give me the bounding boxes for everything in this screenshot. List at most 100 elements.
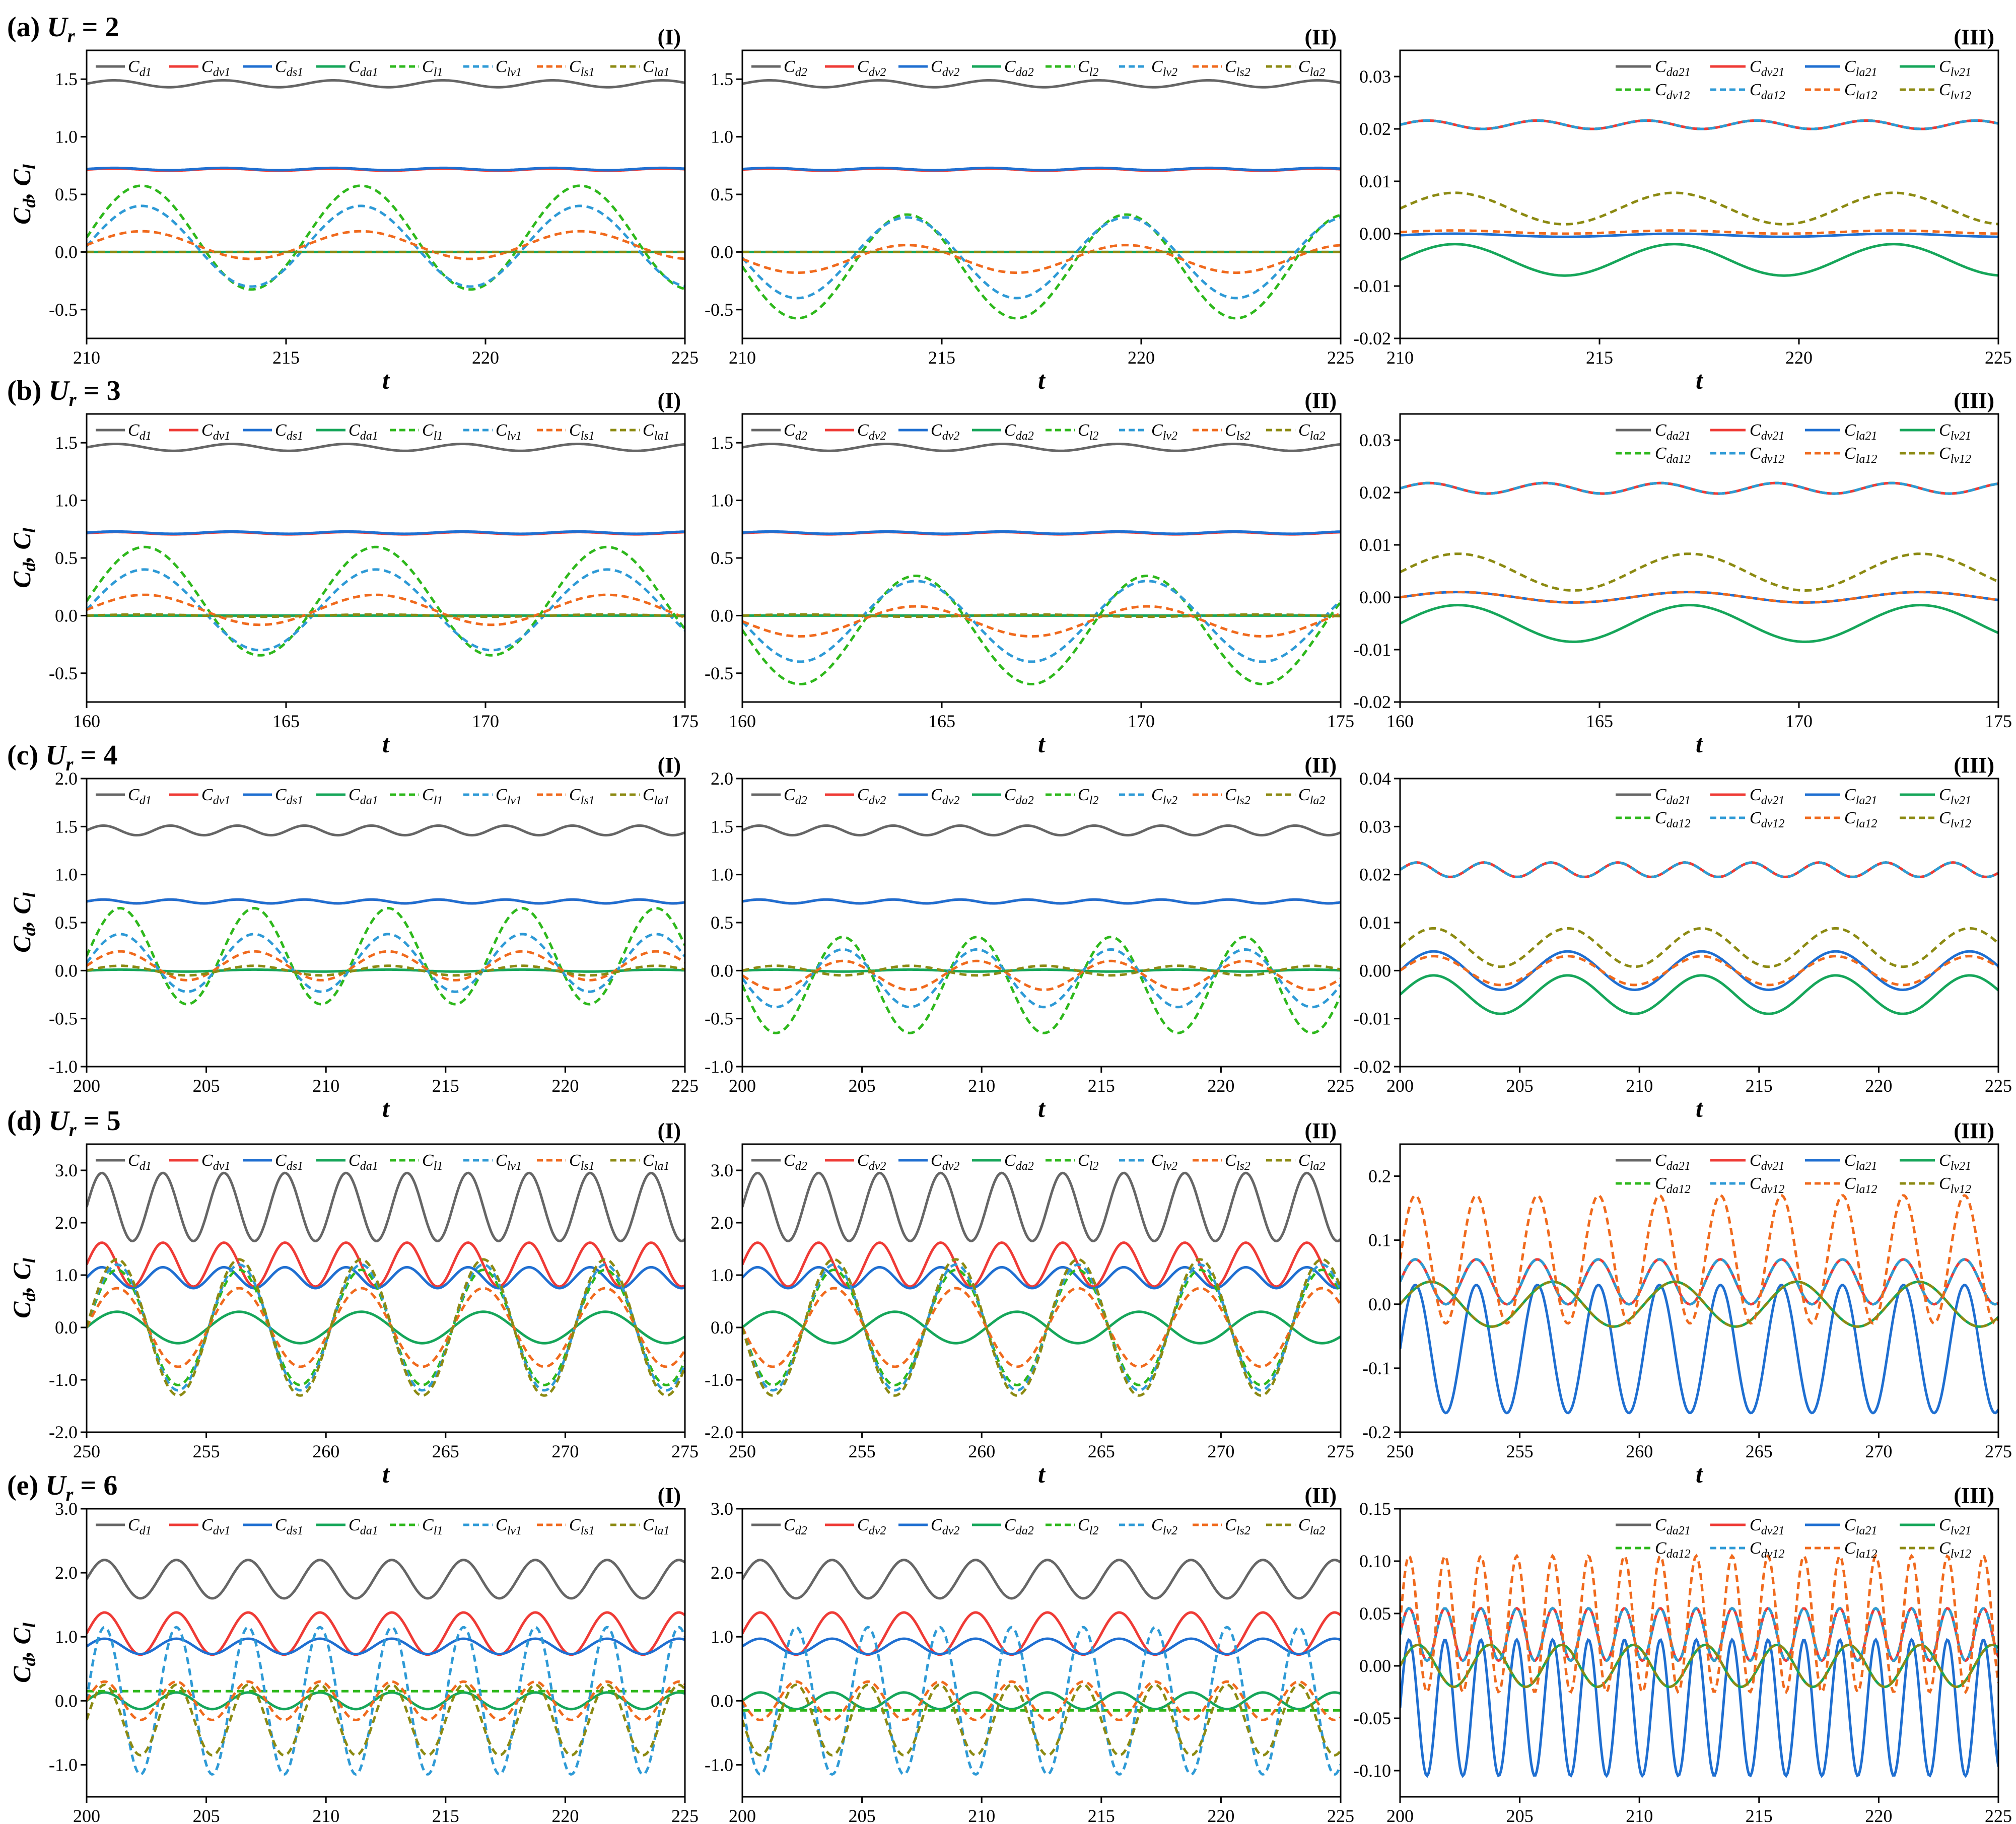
legend-var: C bbox=[1225, 1516, 1236, 1534]
legend-var: C bbox=[857, 1516, 869, 1534]
legend-label: Clv21 bbox=[1939, 786, 1971, 807]
x-tick-label: 175 bbox=[1985, 711, 2012, 731]
legend: Cd1 Cdv1 Cds1 Cda1 Cl1 Clv1 Cls1 Cla1 bbox=[96, 1516, 669, 1537]
y-tick-label: 0.02 bbox=[1359, 119, 1391, 139]
legend-var: C bbox=[1151, 421, 1163, 440]
y-tick-label: 0.01 bbox=[1359, 913, 1391, 933]
legend-label: Cd2 bbox=[784, 421, 807, 443]
y-tick-label: -1.0 bbox=[49, 1755, 78, 1775]
y-tick-label: 1.0 bbox=[711, 1627, 733, 1647]
plot-frame bbox=[1399, 1508, 1999, 1798]
legend-label: Cdv12 bbox=[1750, 1539, 1784, 1561]
legend-sub: d1 bbox=[140, 1160, 152, 1173]
series-line bbox=[87, 1691, 685, 1711]
x-tick-label: 225 bbox=[671, 1806, 699, 1824]
legend-label: Cls1 bbox=[569, 1516, 595, 1537]
legend-var: C bbox=[1655, 1516, 1666, 1534]
legend-var: C bbox=[569, 1151, 581, 1170]
x-tick-label: 170 bbox=[472, 711, 499, 731]
panel-numeral: (I) bbox=[658, 1483, 681, 1508]
series-group bbox=[742, 1559, 1341, 1776]
plot-frame bbox=[741, 1508, 1342, 1798]
legend-sub: da2 bbox=[1016, 1524, 1034, 1537]
legend-sub: lv2 bbox=[1163, 430, 1177, 443]
legend-sub: ls2 bbox=[1236, 1160, 1250, 1173]
series-line bbox=[87, 1559, 685, 1600]
legend-label: Cl1 bbox=[422, 57, 443, 79]
y-axis-sep: , C bbox=[8, 1263, 36, 1294]
panel-I: 250 255 260 265 270 275 -2.0 -1.0 0.0 1.0 2.0 3.0 t C… bbox=[8, 1118, 699, 1488]
legend-var: C bbox=[1750, 1151, 1761, 1170]
legend-var: C bbox=[128, 421, 140, 440]
series-line bbox=[742, 948, 1341, 1009]
x-tick-label: 220 bbox=[551, 1806, 579, 1824]
series-line bbox=[87, 898, 685, 905]
legend-label: Cla12 bbox=[1844, 809, 1877, 830]
series-line bbox=[742, 79, 1341, 89]
legend-sub: la21 bbox=[1856, 66, 1878, 79]
series-line bbox=[87, 1310, 685, 1345]
y-axis-sub: l bbox=[19, 1258, 39, 1263]
legend-sub: la2 bbox=[1310, 1524, 1326, 1537]
y-axis-sep: , C bbox=[8, 1628, 36, 1658]
legend-label: Cls2 bbox=[1225, 1516, 1250, 1537]
legend-var: C bbox=[1298, 1516, 1310, 1534]
legend-var: C bbox=[1655, 786, 1666, 804]
x-tick-label: 210 bbox=[1386, 347, 1414, 368]
legend-sub: ls1 bbox=[581, 430, 595, 443]
legend-sub: lv12 bbox=[1951, 89, 1971, 102]
y-tick-label: 0.10 bbox=[1359, 1551, 1391, 1571]
legend-label: Cda21 bbox=[1655, 786, 1691, 807]
x-tick-label: 210 bbox=[312, 1076, 339, 1096]
series-line bbox=[742, 530, 1341, 535]
legend-sub: dv2 bbox=[942, 66, 960, 79]
panel-numeral: (III) bbox=[1954, 1118, 1994, 1143]
legend-var: C bbox=[1844, 1174, 1856, 1193]
legend-var: C bbox=[784, 57, 795, 76]
series-group bbox=[1400, 481, 1998, 643]
legend-label: Cls2 bbox=[1225, 786, 1250, 807]
x-tick-label: 205 bbox=[849, 1806, 876, 1824]
legend-var: C bbox=[201, 57, 213, 76]
legend-sub: dv2 bbox=[942, 1160, 960, 1173]
x-tick-label: 275 bbox=[671, 1441, 699, 1461]
x-tick-label: 210 bbox=[73, 347, 100, 368]
legend-sub: lv2 bbox=[1163, 66, 1177, 79]
x-tick-label: 260 bbox=[1626, 1441, 1653, 1461]
y-tick-label: 0.00 bbox=[1359, 587, 1391, 607]
legend-label: Cla2 bbox=[1298, 57, 1325, 79]
legend-var: C bbox=[1004, 57, 1016, 76]
y-tick-label: 0.1 bbox=[1368, 1230, 1391, 1250]
legend-sub: la2 bbox=[1310, 1160, 1326, 1173]
y-tick-label: 0.03 bbox=[1359, 66, 1391, 87]
y-tick-label: 2.0 bbox=[55, 768, 78, 789]
x-axis-label: t bbox=[1038, 1460, 1046, 1488]
plot-frame bbox=[86, 1143, 686, 1433]
legend-var: C bbox=[422, 57, 434, 76]
y-tick-label: 3.0 bbox=[55, 1499, 78, 1519]
legend-label: Cdv2 bbox=[857, 786, 886, 807]
series-line bbox=[1400, 243, 1998, 277]
x-tick-label: 165 bbox=[1586, 711, 1613, 731]
legend-label: Cds1 bbox=[275, 421, 303, 443]
y-axis-sub: l bbox=[19, 528, 39, 533]
legend-var: C bbox=[1939, 421, 1951, 440]
legend-var: C bbox=[569, 1516, 581, 1534]
legend-var: C bbox=[1939, 57, 1951, 76]
legend-label: Cda12 bbox=[1655, 444, 1691, 466]
legend-var: C bbox=[931, 57, 942, 76]
legend-sub: dv21 bbox=[1761, 794, 1785, 807]
series-line bbox=[1400, 1194, 1998, 1325]
y-tick-label: 1.0 bbox=[55, 865, 78, 885]
series-line bbox=[742, 443, 1341, 452]
series-line bbox=[87, 1287, 685, 1368]
legend-var: C bbox=[128, 1516, 140, 1534]
x-tick-label: 210 bbox=[312, 1806, 339, 1824]
y-axis-sub: d bbox=[19, 1657, 39, 1666]
series-line bbox=[1400, 229, 1998, 235]
legend-var: C bbox=[201, 1516, 213, 1534]
panel-numeral: (II) bbox=[1304, 1118, 1337, 1143]
legend-var: C bbox=[643, 1151, 654, 1170]
